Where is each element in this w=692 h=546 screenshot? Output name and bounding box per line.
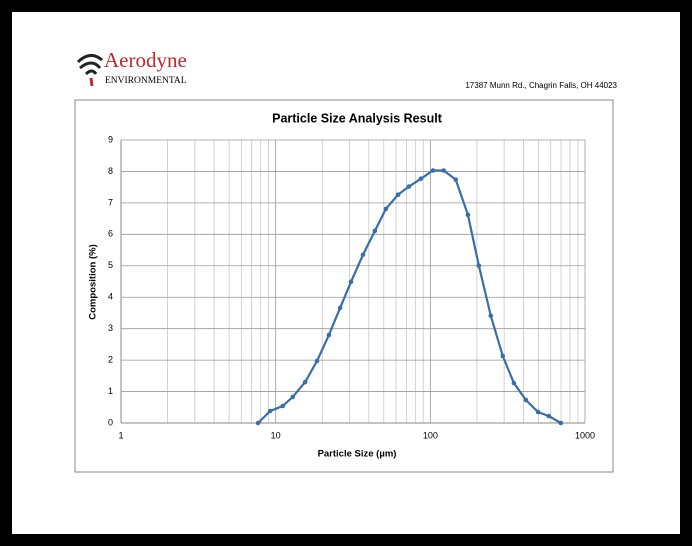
y-tick-label: 6 (108, 229, 113, 239)
data-point (535, 409, 541, 415)
chart-title: Particle Size Analysis Result (272, 111, 443, 125)
address: 17387 Munn Rd., Chagrin Falls, OH 44023 (465, 81, 617, 90)
data-point (337, 305, 343, 311)
x-tick-label: 1 (118, 430, 123, 440)
y-tick-label: 8 (108, 166, 113, 176)
data-point (453, 177, 459, 182)
y-tick-label: 3 (108, 323, 113, 333)
data-point (290, 394, 296, 400)
data-point (314, 358, 320, 364)
x-axis-label: Particle Size (µm) (318, 449, 397, 460)
y-tick-label: 4 (108, 292, 113, 302)
data-point (372, 228, 378, 234)
data-point (523, 397, 529, 403)
brand: Aerodyne (104, 48, 187, 72)
data-point (500, 353, 506, 359)
y-axis-label: Composition (%) (88, 244, 99, 319)
data-point (395, 192, 401, 198)
data-point (558, 420, 564, 426)
data-point (488, 313, 494, 319)
data-point (430, 168, 436, 173)
y-tick-label: 7 (108, 197, 113, 207)
data-point (267, 408, 273, 414)
data-point (348, 279, 354, 285)
data-point (418, 176, 424, 181)
data-point (465, 212, 471, 218)
data-point (546, 413, 552, 419)
y-tick-label: 1 (108, 386, 113, 396)
y-tick-label: 9 (108, 134, 113, 144)
x-tick-label: 1000 (575, 430, 595, 440)
data-point (383, 206, 389, 212)
data-point (280, 403, 285, 409)
data-point (476, 263, 482, 269)
x-tick-label: 100 (423, 430, 438, 440)
y-tick-label: 0 (108, 417, 113, 427)
subbrand: ENVIRONMENTAL (105, 76, 187, 86)
data-point (302, 379, 308, 385)
data-point (441, 168, 446, 173)
data-point (360, 252, 366, 258)
chart-frame (74, 99, 614, 473)
y-tick-label: 2 (108, 354, 113, 364)
data-point (406, 184, 412, 189)
data-point (255, 420, 261, 426)
y-tick-label: 5 (108, 260, 113, 270)
logo-icon (76, 54, 103, 87)
x-tick-label: 10 (271, 430, 281, 440)
data-point (511, 380, 517, 386)
data-point (326, 332, 332, 338)
